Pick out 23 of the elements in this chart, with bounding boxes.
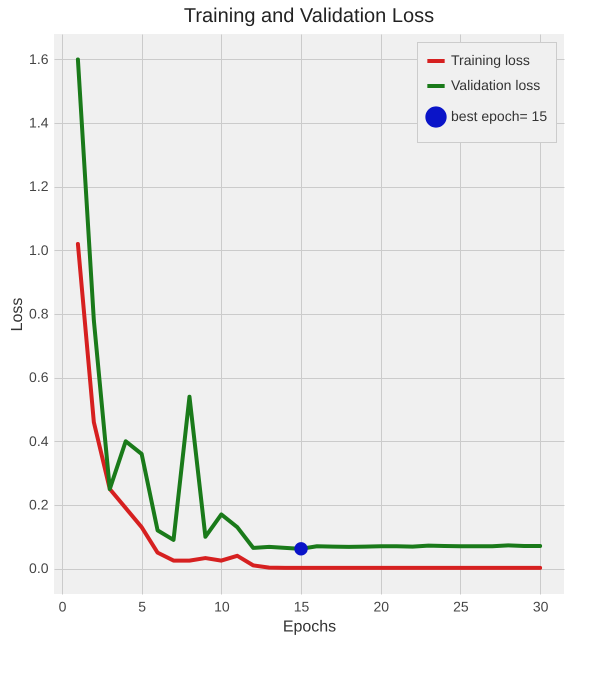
line-series xyxy=(76,242,542,570)
legend-label: best epoch= 15 xyxy=(451,108,548,124)
chart-title: Training and Validation Loss xyxy=(184,5,434,27)
x-tick-label: 10 xyxy=(214,598,230,614)
x-tick-label: 20 xyxy=(373,598,390,614)
y-tick-label: 1.0 xyxy=(29,242,49,258)
y-tick-label: 1.4 xyxy=(29,114,49,131)
y-tick-label: 1.2 xyxy=(29,178,49,194)
y-tick-label: 0.8 xyxy=(29,306,49,322)
legend-label: Training loss xyxy=(451,52,530,68)
x-axis-title: Epochs xyxy=(282,618,336,636)
y-tick-label: 0.6 xyxy=(29,369,49,386)
x-tick-label: 25 xyxy=(453,598,469,614)
x-tick-label: 15 xyxy=(294,598,310,614)
y-tick-label: 0.0 xyxy=(29,560,49,576)
x-tick-label: 30 xyxy=(532,598,549,614)
y-tick-label: 1.6 xyxy=(29,50,49,67)
legend-label: Validation loss xyxy=(451,77,540,93)
x-tick-label: 5 xyxy=(138,598,146,614)
y-tick-label: 0.4 xyxy=(29,432,49,449)
y-tick-label: 0.2 xyxy=(29,496,49,512)
y-axis-title: Loss xyxy=(9,298,26,332)
x-tick-label: 0 xyxy=(58,598,67,614)
